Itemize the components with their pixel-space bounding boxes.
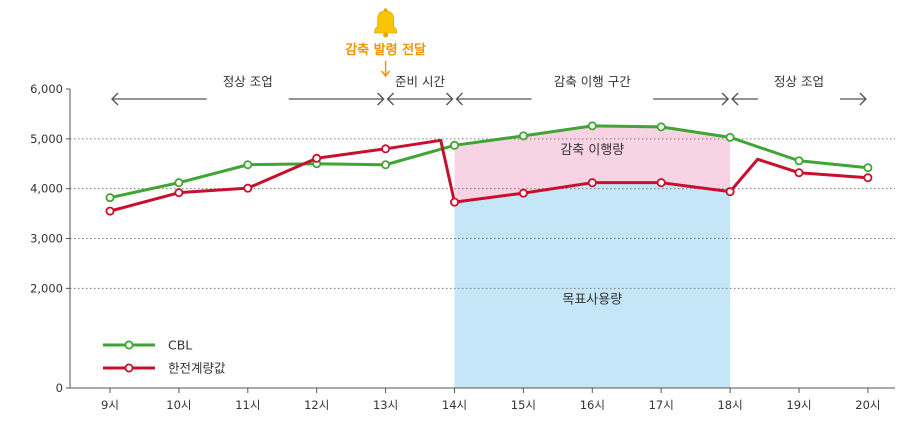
x-tick-label: 20시 — [855, 398, 880, 412]
x-tick-label: 13시 — [373, 398, 398, 412]
periods-layer: 정상 조업 준비 시간 감축 이행 구간 정상 조업 — [111, 74, 867, 106]
reduction-area-label: 감축 이행량 — [560, 142, 624, 158]
x-tick-label: 11시 — [235, 398, 260, 412]
x-tick-label: 14시 — [442, 398, 467, 412]
x-tick-label: 10시 — [166, 398, 191, 412]
data-point-cbl — [243, 160, 253, 170]
data-point-meter — [656, 178, 666, 188]
period-arrow-head-right — [377, 92, 385, 106]
period-arrow-head-left — [111, 92, 119, 106]
y-tick-label: 3,000 — [30, 232, 63, 246]
data-point-meter — [381, 144, 391, 154]
period-arrow-head-left — [386, 92, 395, 106]
x-tick-label: 15시 — [511, 398, 536, 412]
alert-layer: 감축 발령 전달 — [345, 8, 426, 78]
data-point-cbl — [518, 131, 528, 141]
data-point-cbl — [587, 121, 597, 131]
data-point-meter — [105, 206, 115, 216]
period-arrow-head-right — [721, 92, 730, 106]
bell-icon — [374, 8, 398, 38]
period-label: 정상 조업 — [774, 74, 824, 89]
x-tick-label: 12시 — [304, 398, 329, 412]
data-point-cbl — [449, 140, 459, 150]
y-tick-label: 6,000 — [30, 82, 63, 96]
y-tick-label: 0 — [56, 381, 63, 395]
x-tick-label: 16시 — [580, 398, 605, 412]
y-tick-label: 2,000 — [30, 281, 63, 295]
legend: CBL 한전계량값 — [103, 338, 226, 376]
data-point-cbl — [725, 132, 735, 142]
legend-label: CBL — [168, 338, 192, 353]
axes-layer: 6,000 5,000 4,000 3,000 2,000 0 9시 10시 11시 12시 13시… — [30, 82, 895, 412]
legend-label: 한전계량값 — [168, 361, 226, 376]
period-label: 정상 조업 — [223, 74, 273, 89]
data-point-meter — [725, 187, 735, 197]
period-arrow-head-right — [859, 92, 867, 106]
data-point-cbl — [656, 122, 666, 132]
data-point-cbl — [863, 163, 873, 173]
reduction-area — [454, 125, 731, 203]
y-tick-label: 5,000 — [30, 132, 63, 146]
series-layer — [105, 121, 873, 216]
grid-layer — [70, 138, 895, 289]
data-point-cbl — [174, 178, 184, 188]
x-tick-label: 19시 — [786, 398, 811, 412]
alert-arrow-head — [381, 70, 391, 78]
data-point-cbl — [105, 193, 115, 203]
period-arrow-head-right — [446, 92, 454, 106]
y-tick-label: 4,000 — [30, 182, 63, 196]
target-usage-area — [454, 182, 731, 388]
period-label: 감축 이행 구간 — [554, 74, 631, 89]
series-line-cbl — [109, 124, 869, 200]
data-point-cbl — [794, 156, 804, 166]
x-tick-label: 18시 — [717, 398, 742, 412]
data-point-meter — [243, 183, 253, 193]
legend-swatch-marker — [124, 363, 134, 373]
period-label: 준비 시간 — [395, 74, 445, 89]
data-point-cbl — [381, 160, 391, 170]
period-arrow-head-left — [455, 92, 463, 106]
data-point-meter — [174, 188, 184, 198]
data-point-meter — [587, 178, 597, 188]
target-area-label: 목표사용량 — [562, 292, 622, 307]
period-arrow-head-left — [731, 92, 739, 106]
data-point-meter — [863, 173, 873, 183]
data-point-meter — [794, 168, 804, 178]
data-point-meter — [312, 153, 322, 163]
data-point-meter — [449, 197, 459, 207]
data-point-meter — [518, 188, 528, 198]
legend-swatch-marker — [124, 340, 134, 350]
x-tick-label: 17시 — [649, 398, 674, 412]
alert-label: 감축 발령 전달 — [345, 42, 426, 58]
x-tick-label: 9시 — [101, 398, 119, 412]
series-line-meter — [109, 138, 869, 213]
